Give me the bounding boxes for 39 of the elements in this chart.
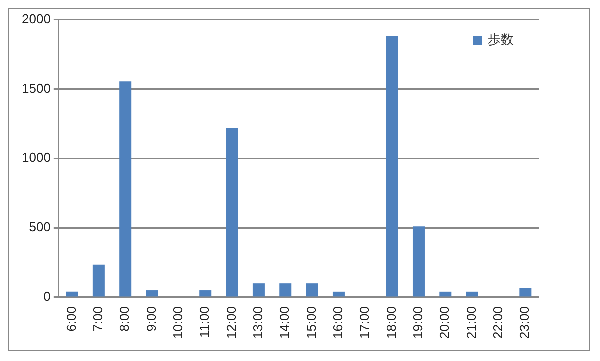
y-tick-label: 0 [44, 289, 51, 304]
x-tick-label: 17:00 [357, 306, 372, 340]
bar [280, 284, 292, 297]
bar [386, 36, 398, 297]
bar [440, 292, 452, 297]
x-tick-label: 12:00 [224, 306, 239, 340]
x-tick-label: 9:00 [144, 306, 159, 332]
x-tick-label: 16:00 [330, 306, 346, 340]
bar [412, 226, 425, 297]
x-tick-label: 13:00 [250, 306, 266, 340]
x-tick-label: 21:00 [464, 306, 479, 340]
bar [306, 284, 318, 297]
bar [120, 82, 132, 297]
x-tick-label: 8:00 [117, 306, 132, 332]
x-tick-label: 18:00 [384, 306, 399, 340]
legend-label: 歩数 [488, 32, 514, 49]
y-tick-label: 2000 [22, 11, 51, 26]
bar [200, 290, 212, 297]
x-tick-label: 19:00 [410, 306, 426, 340]
y-tick-label: 500 [29, 220, 51, 235]
bar [66, 292, 78, 297]
x-tick-label: 7:00 [90, 306, 106, 332]
bar [466, 292, 478, 297]
bar [226, 128, 238, 297]
y-tick-label: 1500 [22, 80, 51, 96]
bar [332, 292, 345, 297]
x-tick-label: 10:00 [170, 306, 186, 340]
x-tick-label: 20:00 [437, 306, 452, 340]
y-tick-label: 1000 [22, 150, 51, 166]
x-tick-label: 15:00 [304, 306, 319, 340]
x-tick-label: 14:00 [277, 306, 292, 340]
x-tick-label: 11:00 [197, 306, 212, 338]
bar [146, 290, 158, 297]
x-tick-label: 23:00 [517, 306, 532, 340]
x-tick-label: 6:00 [64, 306, 79, 332]
bar [520, 288, 532, 297]
x-tick-label: 22:00 [490, 306, 506, 340]
bar [252, 284, 265, 297]
bar [92, 264, 105, 297]
